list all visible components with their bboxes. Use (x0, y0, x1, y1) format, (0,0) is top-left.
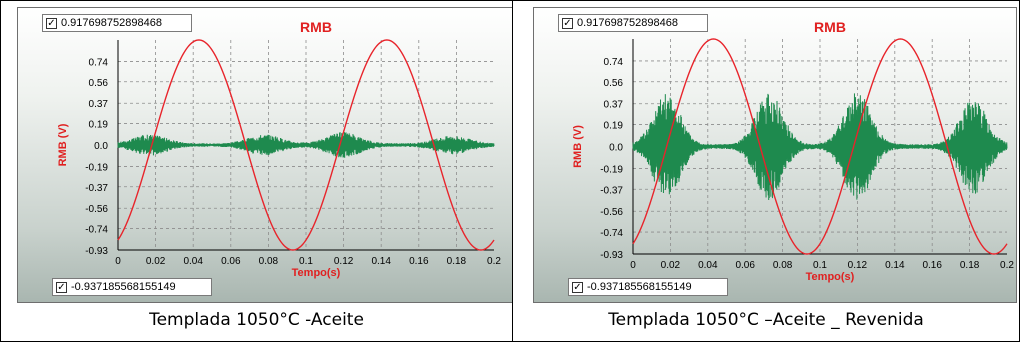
max-checkbox[interactable]: ✓ (562, 17, 573, 29)
x-tick-label: 0.06 (735, 260, 755, 271)
x-tick-label: 0.1 (299, 256, 313, 267)
figure-caption: Templada 1050°C -Aceite (149, 310, 364, 330)
x-tick-label: 0.16 (922, 260, 942, 271)
x-tick-label: 0.14 (371, 256, 391, 267)
chart: 0 0.02 0.04 0.06 0.08 0.1 0.12 0.14 0.16 0.18 0.2 0… (572, 19, 1014, 283)
chart-title: RMB (814, 19, 846, 35)
min-value-text: -0.937185568155149 (587, 281, 692, 293)
y-tick-label: -0.56 (600, 207, 623, 218)
y-tick-label: -0.74 (85, 225, 108, 236)
x-tick-label: 0.14 (885, 260, 905, 271)
min-checkbox[interactable]: ✓ (572, 281, 583, 293)
min-value-field[interactable]: ✓ -0.937185568155149 (52, 278, 212, 296)
y-tick-label: -0.37 (85, 183, 108, 194)
max-value-text: 0.917698752898468 (577, 17, 678, 29)
y-tick-label: 0.56 (604, 78, 624, 89)
series-rmb-signal (117, 132, 495, 158)
x-tick-label: 0.08 (259, 256, 279, 267)
chart-panel: 0 0.02 0.04 0.06 0.08 0.1 0.12 0.14 0.16 0.18 0.2 0… (533, 7, 1017, 303)
x-axis-label: Tempo(s) (806, 271, 855, 283)
y-tick-label: -0.93 (85, 246, 108, 257)
chart-title: RMB (300, 19, 332, 35)
series-rmb-signal (632, 93, 1008, 200)
y-tick-label: 0.56 (89, 78, 109, 89)
chart: 0 0.02 0.04 0.06 0.08 0.1 0.12 0.14 0.16 0.18 0.2 0… (57, 19, 501, 279)
x-tick-label: 0.04 (183, 256, 203, 267)
max-value-text: 0.917698752898468 (61, 17, 162, 29)
y-tick-label: 0.37 (89, 99, 109, 110)
series-excitation-sine (632, 38, 1008, 255)
x-tick-label: 0.04 (698, 260, 718, 271)
x-tick-label: 0.02 (146, 256, 166, 267)
x-tick-label: 0.12 (848, 260, 868, 271)
y-tick-label: 0.19 (604, 121, 624, 132)
x-tick-label: 0 (630, 260, 636, 271)
x-tick-label: 0.16 (409, 256, 429, 267)
y-tick-label: 0.74 (604, 57, 624, 68)
max-checkbox[interactable]: ✓ (46, 17, 57, 29)
x-tick-label: 0.2 (1000, 260, 1014, 271)
y-tick-label: -0.93 (600, 250, 623, 261)
y-tick-label: -0.56 (85, 204, 108, 215)
x-tick-label: 0.2 (487, 256, 501, 267)
x-axis-label: Tempo(s) (292, 267, 341, 279)
x-tick-label: 0.06 (221, 256, 241, 267)
max-value-field[interactable]: ✓ 0.917698752898468 (42, 14, 192, 32)
figure-caption: Templada 1050°C –Aceite _ Revenida (608, 310, 924, 330)
y-axis-label: RMB (V) (57, 123, 69, 166)
x-tick-label: 0.08 (773, 260, 793, 271)
min-value-text: -0.937185568155149 (71, 281, 176, 293)
y-tick-label: -0.19 (85, 162, 108, 173)
y-tick-label: -0.74 (600, 228, 623, 239)
figure-cell-left: 0 0.02 0.04 0.06 0.08 0.1 0.12 0.14 0.16 0.18 0.2 0… (0, 0, 514, 342)
series-excitation-sine (117, 39, 495, 251)
figure-cell-right: 0 0.02 0.04 0.06 0.08 0.1 0.12 0.14 0.16 0.18 0.2 0… (512, 0, 1020, 342)
y-axis-label: RMB (V) (572, 125, 584, 168)
x-tick-label: 0.18 (447, 256, 467, 267)
y-tick-label: -0.19 (600, 164, 623, 175)
chart-panel: 0 0.02 0.04 0.06 0.08 0.1 0.12 0.14 0.16 0.18 0.2 0… (17, 7, 514, 303)
y-tick-label: 0.74 (89, 57, 109, 68)
y-tick-label: -0.37 (600, 185, 623, 196)
max-value-field[interactable]: ✓ 0.917698752898468 (558, 14, 708, 32)
y-tick-label: 0.37 (604, 100, 624, 111)
y-tick-label: 0.0 (609, 143, 623, 154)
min-checkbox[interactable]: ✓ (56, 281, 67, 293)
min-value-field[interactable]: ✓ -0.937185568155149 (568, 278, 728, 296)
x-tick-label: 0.18 (960, 260, 980, 271)
x-tick-label: 0.1 (813, 260, 827, 271)
x-tick-label: 0 (115, 256, 121, 267)
y-tick-label: 0.19 (89, 120, 109, 131)
x-tick-label: 0.02 (661, 260, 681, 271)
y-tick-label: 0.0 (94, 141, 108, 152)
x-tick-label: 0.12 (334, 256, 354, 267)
